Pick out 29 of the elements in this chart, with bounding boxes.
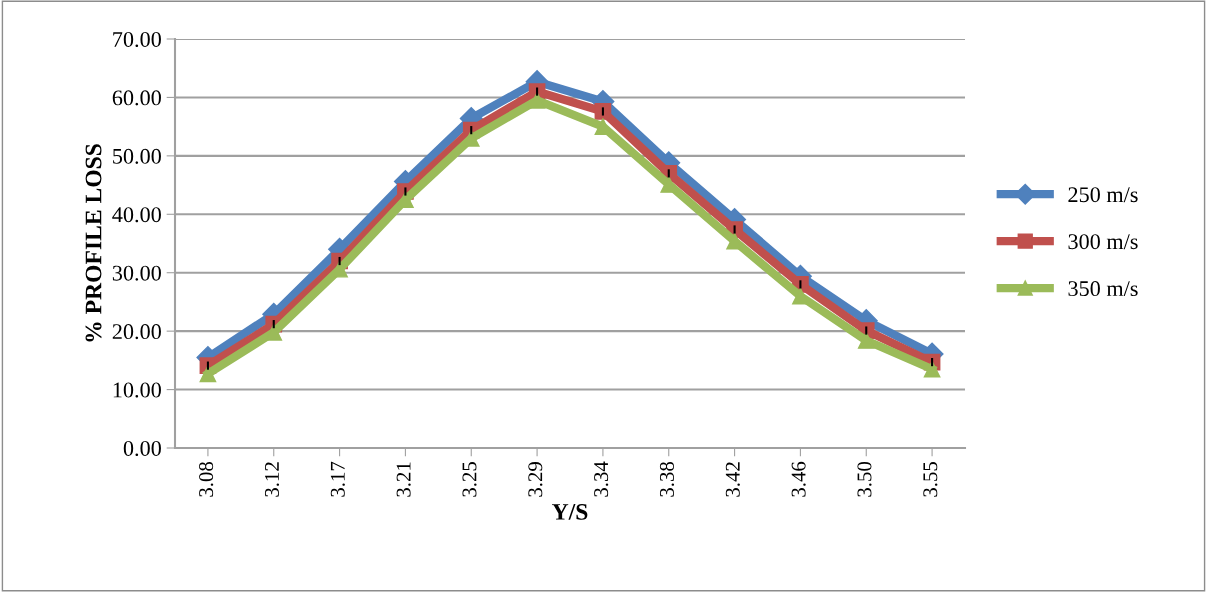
point: [528, 92, 546, 109]
x-tick-label: 3.17: [330, 461, 345, 497]
y-tick-label: 40.00: [112, 207, 161, 223]
x-tick-label: 3.29: [528, 462, 543, 497]
x-tick-label: 3.21: [396, 462, 411, 497]
legend-label: 350 m/s: [1068, 281, 1138, 297]
x-tick-label: 3.25: [462, 462, 477, 497]
x-tick-label: 3.46: [791, 461, 806, 497]
point: [594, 103, 612, 120]
y-tick-label: 10.00: [113, 382, 161, 398]
y-tick-label: 60.00: [112, 90, 161, 106]
y-tick-label: 30.00: [112, 265, 161, 281]
x-tick-label: 3.55: [923, 462, 938, 497]
y-axis-title: % PROFILE LOSS: [85, 144, 102, 342]
legend-label: 250 m/s: [1068, 187, 1138, 203]
x-tick-label: 3.34: [594, 461, 609, 497]
x-tick-label: 3.12: [264, 462, 280, 497]
y-tick-label: 0.00: [123, 440, 161, 457]
x-tick-label: 3.38: [659, 461, 675, 497]
point: [199, 365, 217, 383]
x-axis-title: Y/S: [552, 503, 588, 520]
y-tick-label: 20.00: [112, 324, 161, 340]
x-tick-label: 3.08: [199, 461, 214, 497]
y-tick-label: 70.00: [113, 31, 161, 48]
y-tick-label: 50.00: [113, 148, 161, 164]
x-tick-label: 3.42: [725, 462, 740, 497]
legend-label: 300 m/s: [1068, 234, 1138, 250]
x-tick-label: 3.50: [857, 461, 872, 497]
point: [857, 332, 875, 349]
